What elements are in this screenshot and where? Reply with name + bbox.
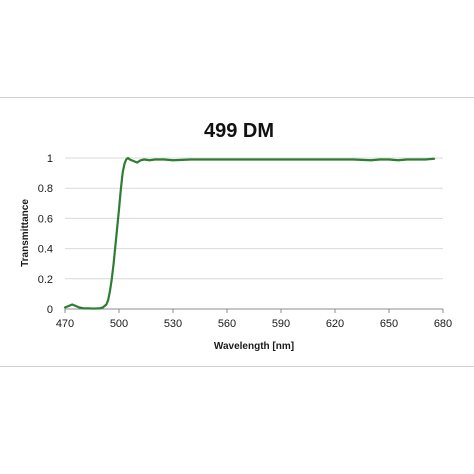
y-axis-title: Transmittance: [20, 199, 31, 267]
x-tick-label: 530: [164, 318, 182, 330]
transmittance-chart: 499 DM 0 0.2 0.4 0.6 0.8 1 470 500 530 560 590 620…: [20, 120, 452, 352]
chart-frame: 499 DM 0 0.2 0.4 0.6 0.8 1 470 500 530 560 590 620…: [0, 97, 474, 367]
x-axis-title: Wavelength [nm]: [214, 341, 294, 352]
axes: [64, 308, 444, 313]
y-tick-label: 0.8: [38, 183, 53, 195]
transmittance-series-line: [63, 156, 436, 310]
chart-title: 499 DM: [204, 120, 274, 142]
y-tick-labels: 0 0.2 0.4 0.6 0.8 1: [38, 153, 53, 316]
x-tick-label: 590: [272, 318, 290, 330]
x-tick-label: 500: [110, 318, 128, 330]
y-tick-label: 0.4: [38, 244, 53, 256]
x-tick-label: 620: [326, 318, 344, 330]
y-tick-label: 0.6: [38, 213, 53, 225]
y-tick-label: 0.2: [38, 274, 53, 286]
x-tick-label: 650: [380, 318, 398, 330]
x-tick-labels: 470 500 530 560 590 620 650 680: [56, 318, 452, 330]
x-tick-label: 680: [434, 318, 452, 330]
y-tick-label: 1: [47, 153, 53, 165]
x-tick-label: 560: [218, 318, 236, 330]
x-tick-label: 470: [56, 318, 74, 330]
y-tick-label: 0: [47, 304, 53, 316]
